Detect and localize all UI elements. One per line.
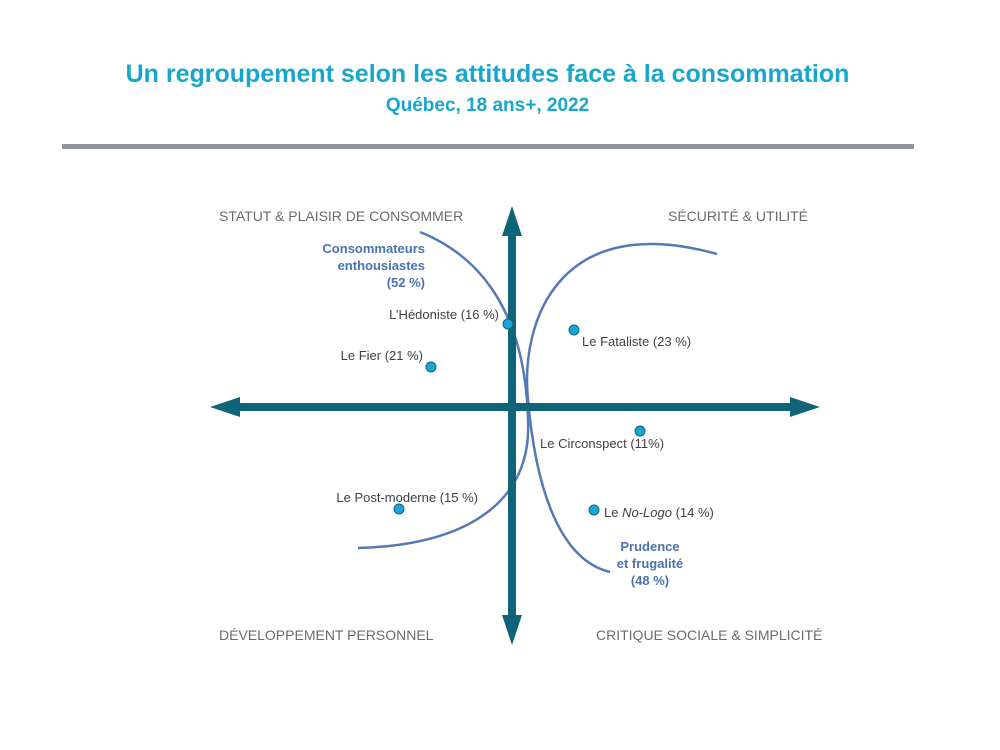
segment-label-name: No-Logo xyxy=(622,505,672,520)
group-label-line: (48 %) xyxy=(630,573,670,588)
quadrant-top-right-label: SÉCURITÉ & UTILITÉ xyxy=(668,208,809,224)
point-nologo xyxy=(588,504,600,516)
point-fier xyxy=(425,361,437,373)
group-label-line: enthousiastes xyxy=(337,258,425,273)
axis-arrow-down-icon xyxy=(502,615,522,645)
segment-label-suffix: (14 %) xyxy=(671,505,714,520)
group-label-prudence: Prudence et frugalité (48 %) xyxy=(600,538,700,589)
segment-label-nologo: Le No-Logo (14 %) xyxy=(604,505,714,520)
quadrant-bottom-right-label: CRITIQUE SOCIALE & SIMPLICITÉ xyxy=(596,627,823,643)
axis-arrow-left-icon xyxy=(210,397,240,417)
page-title: Un regroupement selon les attitudes face… xyxy=(125,60,850,88)
point-circonspect xyxy=(634,425,646,437)
group-label-line: (52 %) xyxy=(386,275,425,290)
quadrant-bottom-left-label: DÉVELOPPEMENT PERSONNEL xyxy=(219,627,434,643)
point-hedoniste xyxy=(502,318,514,330)
segment-label-hedoniste: L’Hédoniste (16 %) xyxy=(389,307,499,322)
axis-arrow-right-icon xyxy=(790,397,820,417)
enthusiasts-boundary-curve xyxy=(357,230,530,550)
title-divider xyxy=(62,144,914,149)
segment-label-prefix: Le xyxy=(604,505,623,520)
page-subtitle: Québec, 18 ans+, 2022 xyxy=(385,95,590,116)
group-label-line: et frugalité xyxy=(616,556,684,571)
segment-label-fataliste: Le Fataliste (23 %) xyxy=(582,334,692,349)
point-postmoderne xyxy=(393,503,405,515)
segment-label-fier: Le Fier (21 %) xyxy=(340,348,423,363)
group-label-enthusiasts: Consommateurs enthousiastes (52 %) xyxy=(322,240,425,291)
segment-label-postmoderne: Le Post-moderne (15 %) xyxy=(336,490,478,505)
prudence-boundary-curve xyxy=(525,242,718,574)
quadrant-top-left-label: STATUT & PLAISIR DE CONSOMMER xyxy=(219,208,464,224)
group-label-line: Prudence xyxy=(620,539,680,554)
group-label-line: Consommateurs xyxy=(322,241,425,256)
point-fataliste xyxy=(568,324,580,336)
segment-label-circonspect: Le Circonspect (11%) xyxy=(540,436,665,451)
axis-arrow-up-icon xyxy=(502,206,522,236)
